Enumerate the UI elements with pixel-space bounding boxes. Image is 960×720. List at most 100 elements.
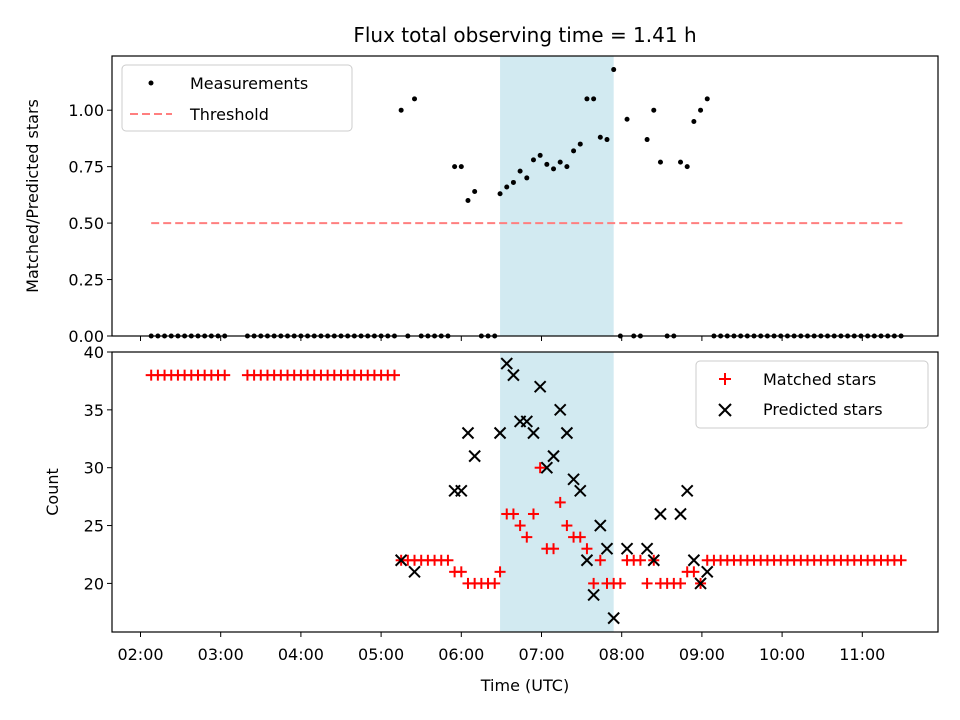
bottom-panel: 20 25 30 35 40 02:00 03:00 04:00 05:00 06:00 07:0…: [43, 343, 939, 664]
measurements-point: [472, 188, 478, 194]
predicted-stars-point: [574, 484, 587, 498]
predicted-stars-point: [540, 461, 554, 474]
predicted-stars-point: [607, 611, 620, 625]
y-tick-label: 0.00: [68, 327, 104, 346]
legend-measurements-marker: [148, 80, 154, 86]
predicted-stars-point: [507, 368, 520, 382]
x-tick-label: 07:00: [518, 645, 564, 664]
x-tick-label: 06:00: [438, 645, 484, 664]
top-x-ticks: [140, 336, 863, 341]
measurements-point: [398, 107, 404, 113]
measurements-point: [504, 184, 510, 190]
measurements-point: [611, 67, 617, 73]
matched-stars-point: [594, 554, 606, 566]
predicted-stars-point: [493, 426, 507, 440]
measurements-point: [458, 164, 464, 170]
predicted-stars-point: [468, 449, 481, 463]
matched-stars-point: [688, 566, 700, 578]
legend-measurements-label: Measurements: [190, 74, 308, 93]
x-tick-label: 09:00: [679, 645, 725, 664]
top-legend: Measurements Threshold: [121, 64, 353, 132]
measurements-point: [657, 159, 663, 165]
matched-stars-point: [514, 520, 526, 532]
predicted-stars-point: [680, 484, 694, 498]
matched-stars-point: [489, 577, 501, 589]
matched-stars-point: [521, 531, 533, 543]
measurements-point: [551, 166, 557, 172]
predicted-stars-point: [554, 403, 567, 417]
x-tick-label: 03:00: [198, 645, 244, 664]
measurements-point: [597, 134, 603, 140]
measurements-point: [591, 96, 597, 102]
measurements-point: [698, 107, 704, 113]
measurements-point: [497, 191, 503, 197]
y-tick-label: 40: [84, 343, 104, 362]
matched-stars-point: [494, 566, 506, 578]
top-plot-frame: [111, 55, 939, 337]
bottom-legend: Matched stars Predicted stars: [695, 360, 929, 429]
matched-stars-point: [561, 520, 573, 532]
bottom-legend-box: [695, 360, 929, 429]
y-tick-label: 30: [84, 459, 104, 478]
measurements-point: [571, 148, 577, 154]
x-tick-label: 02:00: [117, 645, 163, 664]
predicted-stars-point: [455, 484, 468, 498]
measurements-point: [524, 175, 530, 181]
matched-stars-point: [588, 577, 600, 589]
legend-predicted-label: Predicted stars: [763, 400, 883, 419]
y-tick-label: 0.75: [68, 158, 104, 177]
bottom-plot-frame: [111, 351, 939, 633]
matched-stars-point: [895, 554, 907, 566]
measurements-point: [584, 96, 590, 102]
measurements-point: [517, 168, 523, 174]
measurements-point: [557, 159, 563, 165]
matched-stars-point: [219, 369, 231, 381]
matched-stars-point: [548, 543, 560, 555]
predicted-stars-point: [647, 554, 660, 567]
predicted-stars-point: [527, 426, 540, 440]
matched-stars-point: [554, 496, 566, 508]
bottom-y-axis-title: Count: [43, 468, 62, 516]
predicted-stars-point: [520, 415, 534, 428]
measurements-point: [544, 161, 550, 167]
predicted-stars-point: [408, 565, 421, 579]
measurements-point: [530, 157, 536, 163]
measurements-point: [412, 96, 418, 102]
top-y-ticks: 0.00 0.25 0.50 0.75 1.00: [68, 101, 112, 346]
count-points: [145, 357, 907, 625]
bottom-y-ticks: 20 25 30 35 40: [84, 343, 112, 593]
predicted-stars-point: [701, 565, 714, 579]
predicted-stars-point: [640, 542, 654, 555]
predicted-stars-point: [547, 449, 560, 463]
x-tick-label: 05:00: [358, 645, 404, 664]
top-y-axis-title: Matched/Predicted stars: [23, 99, 42, 293]
measurements-point: [651, 107, 657, 113]
measurements-point: [537, 152, 543, 158]
matched-stars-point: [574, 531, 586, 543]
legend-predicted-marker: [718, 403, 732, 417]
chart-title: Flux total observing time = 1.41 h: [353, 23, 696, 47]
highlight-span: [500, 352, 614, 632]
y-tick-label: 0.50: [68, 214, 104, 233]
measurements-point: [465, 198, 471, 204]
y-tick-label: 0.25: [68, 271, 104, 290]
y-tick-label: 1.00: [68, 101, 104, 120]
measurements-point: [644, 137, 650, 143]
matched-stars-point: [534, 462, 546, 474]
measurements-point: [691, 118, 697, 124]
matched-stars-point: [527, 508, 539, 520]
measurements-point: [604, 137, 610, 143]
matched-stars-point: [614, 577, 626, 589]
matched-stars-point: [634, 554, 646, 566]
matched-stars-point: [641, 577, 653, 589]
predicted-stars-point: [654, 507, 667, 521]
matched-stars-point: [581, 543, 593, 555]
x-tick-label: 11:00: [839, 645, 885, 664]
predicted-stars-point: [600, 542, 614, 555]
legend-matched-marker: [719, 373, 731, 385]
highlight-span: [500, 56, 614, 336]
x-tick-label: 04:00: [278, 645, 324, 664]
predicted-stars-point: [694, 577, 707, 590]
measurements-point: [684, 164, 690, 170]
